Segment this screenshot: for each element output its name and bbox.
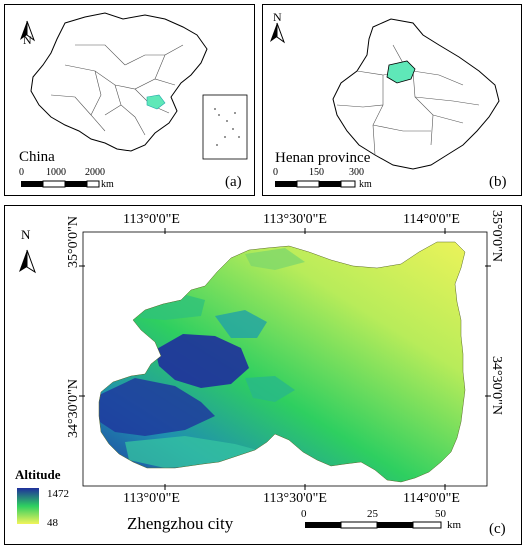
north-arrow-icon [19,249,36,274]
lat-label-left-1: 34°30'0"N [66,379,81,438]
scale-bar-c [305,521,442,529]
graticule-ticks [79,228,491,490]
lon-label-top-1: 113°30'0"E [263,212,327,227]
scale-unit-c: km [447,519,462,531]
panel-label-a: (a) [225,174,242,190]
scale-tick-c-1: 25 [367,508,378,520]
scale-tick-a-0: 0 [19,167,24,178]
scale-bar-a [21,180,100,188]
scale-tick-a-1: 1000 [46,167,66,178]
scale-tick-c-0: 0 [301,508,307,520]
zhengzhou-location [386,60,416,84]
north-arrow-icon [270,22,286,44]
china-provinces [50,44,184,136]
north-arrow-icon [20,20,36,42]
zhengzhou-dem-map [17,228,491,529]
lon-label-top-2: 114°0'0"E [403,212,460,227]
lon-label-bottom-2: 114°0'0"E [403,491,460,506]
legend-max-value: 1472 [47,488,69,500]
henan-outline [332,18,500,170]
legend-min-value: 48 [47,517,58,529]
map-title-zhengzhou: Zhengzhou city [127,514,234,533]
lat-label-right-1: 34°30'0"N [489,356,504,415]
lon-label-bottom-0: 113°0'0"E [123,491,180,506]
zhengzhou-boundary [98,241,466,483]
panel-label-c: (c) [489,521,506,537]
lat-label-right-0: 35°0'0"N [489,210,504,262]
henan-map [270,18,500,188]
legend-title: Altitude [15,467,61,482]
china-outline [30,12,208,152]
scale-tick-a-2: 2000 [85,167,105,178]
south-china-sea-inset [202,94,248,160]
panel-china: N China 0 1000 2000 km (a) [4,4,255,196]
map-frame [82,231,488,487]
china-map [20,12,248,188]
lon-label-top-0: 113°0'0"E [123,212,180,227]
scale-tick-b-2: 300 [349,167,364,178]
north-label-c: N [21,227,31,242]
map-title-henan: Henan province [275,150,371,166]
altitude-legend-bar [17,488,39,524]
north-label-b: N [273,10,282,24]
lon-label-bottom-1: 113°30'0"E [263,491,327,506]
scale-unit-a: km [101,179,114,190]
map-title-china: China [19,149,55,165]
scale-bar-b [275,180,356,188]
scale-tick-c-2: 50 [435,508,446,520]
panel-zhengzhou: N 113°0'0"E 113°30'0"E 114°0'0"E 113°0'0… [4,205,522,545]
henan-location [146,94,166,110]
altitude-raster [99,242,465,482]
scale-unit-b: km [359,179,372,190]
north-label-a: N [23,33,32,47]
lat-label-left-0: 35°0'0"N [66,216,81,268]
panel-label-b: (b) [489,174,507,190]
panel-henan: N Henan province 0 150 300 km (b) [262,4,522,196]
scale-tick-b-1: 150 [309,167,324,178]
scale-tick-b-0: 0 [273,167,278,178]
